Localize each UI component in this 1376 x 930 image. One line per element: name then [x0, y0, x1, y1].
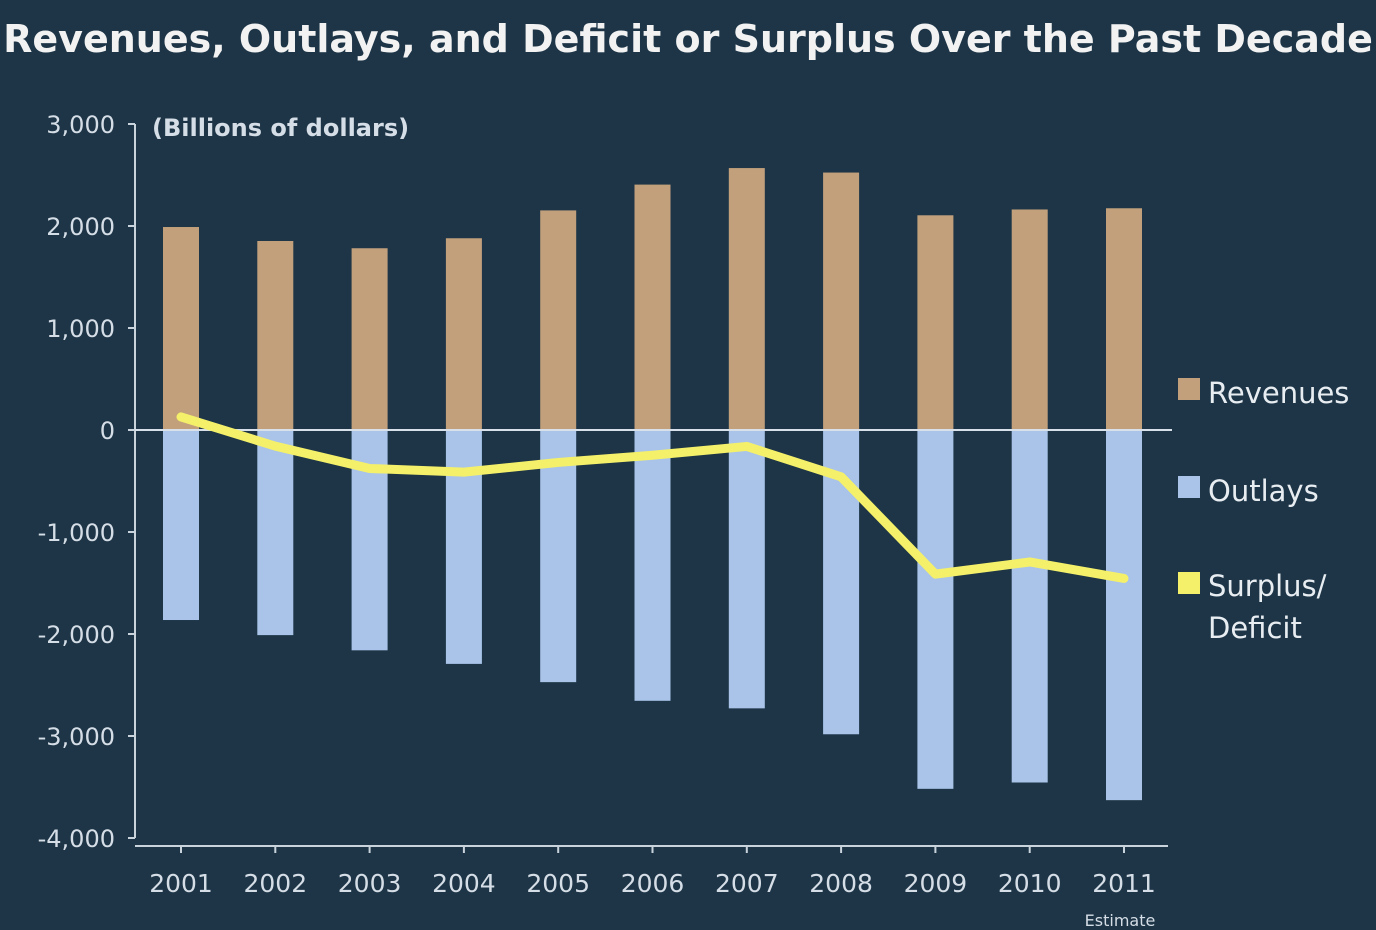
outlay-bar	[917, 430, 954, 789]
surplus-deficit-point	[179, 414, 183, 419]
estimate-note: Estimate	[1085, 911, 1156, 930]
x-tick-labels: 2001 2002 2003 2004 2005 2006 2007 2008 2009 2010…	[149, 869, 1156, 898]
legend-swatch-surplus-deficit	[1178, 572, 1200, 594]
legend-label-outlays: Outlays	[1208, 474, 1319, 508]
legend: Revenues Outlays Surplus/Deficit	[1178, 376, 1349, 645]
y-axis: 3,000 2,000 1,000 0 -1,000 -2,000 -3,000 -4,000	[38, 111, 136, 853]
surplus-deficit-point	[650, 453, 655, 458]
y-tick-label: -3,000	[38, 723, 115, 751]
revenue-bar	[728, 168, 765, 430]
outlay-bar	[163, 430, 199, 621]
legend-label-revenues: Revenues	[1208, 376, 1349, 410]
revenue-bar	[917, 215, 954, 430]
revenue-bar	[634, 184, 671, 430]
revenue-bar	[540, 210, 577, 430]
deficit-line	[176, 412, 1129, 583]
surplus-deficit-point	[839, 474, 844, 479]
x-tick-label: 2002	[243, 869, 307, 898]
x-tick-label: 2001	[149, 869, 213, 898]
x-axis	[135, 845, 1168, 853]
x-tick-label: 2008	[809, 869, 873, 898]
surplus-deficit-point	[1027, 559, 1032, 564]
revenue-bar	[1106, 208, 1142, 430]
x-tick-label: 2003	[338, 869, 402, 898]
x-tick-label: 2005	[526, 869, 590, 898]
surplus-deficit-point	[461, 470, 466, 475]
surplus-deficit-point	[273, 444, 278, 449]
revenue-bar	[257, 240, 294, 430]
y-tick-label: -4,000	[38, 825, 115, 853]
x-tick-label: 2011	[1092, 869, 1156, 898]
surplus-deficit-point	[744, 444, 749, 449]
outlay-bar	[728, 430, 765, 709]
chart-title: Revenues, Outlays, and Deficit or Surplu…	[3, 17, 1373, 61]
x-tick-label: 2009	[904, 869, 968, 898]
y-tick-label: 0	[100, 417, 115, 445]
outlay-bar	[540, 430, 577, 683]
revenue-bar	[351, 248, 388, 430]
y-tick-label: 2,000	[46, 213, 115, 241]
revenue-bar	[163, 227, 199, 430]
x-tick-label: 2006	[621, 869, 685, 898]
outlay-bar	[1106, 430, 1142, 801]
y-tick-label: 1,000	[46, 315, 115, 343]
legend-swatch-outlays	[1178, 476, 1200, 498]
surplus-deficit-point	[933, 572, 938, 577]
surplus-deficit-point	[1122, 576, 1126, 581]
y-tick-label: -2,000	[38, 621, 115, 649]
outlay-bar	[445, 430, 482, 664]
surplus-deficit-point	[367, 466, 372, 471]
bars	[163, 168, 1142, 801]
revenue-bar	[445, 238, 482, 430]
revenue-bar	[1011, 209, 1048, 430]
x-tick-label: 2010	[998, 869, 1062, 898]
surplus-deficit-point	[556, 460, 561, 465]
unit-label: (Billions of dollars)	[152, 114, 409, 142]
x-tick-label: 2007	[715, 869, 779, 898]
outlay-bar	[257, 430, 294, 636]
outlay-bar	[1011, 430, 1048, 783]
outlay-bar	[634, 430, 671, 701]
x-tick-label: 2004	[432, 869, 496, 898]
revenue-bar	[823, 172, 860, 430]
y-tick-label: 3,000	[46, 111, 115, 139]
y-tick-label: -1,000	[38, 519, 115, 547]
legend-label-surplus-deficit: Surplus/Deficit	[1208, 569, 1327, 645]
legend-swatch-revenues	[1178, 378, 1200, 400]
